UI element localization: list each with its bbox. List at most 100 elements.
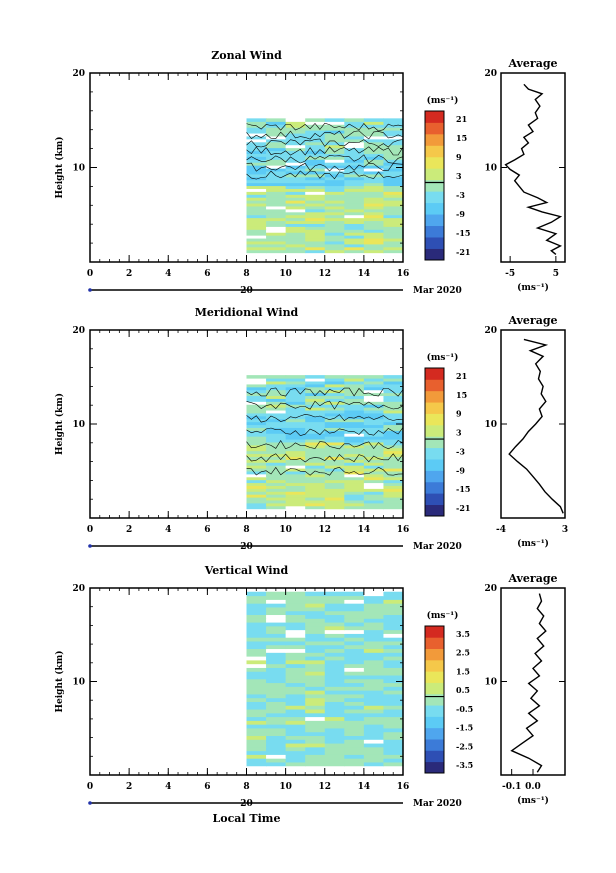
heatmap-cell xyxy=(324,671,345,676)
heatmap-cell xyxy=(246,421,267,426)
average-title: Average xyxy=(507,572,557,585)
heatmap-cell xyxy=(246,430,267,434)
heatmap-cell xyxy=(285,652,306,657)
heatmap-cell xyxy=(246,412,267,417)
heatmap-cell xyxy=(285,610,306,616)
heatmap-cell xyxy=(383,595,404,600)
heatmap-cell xyxy=(324,249,345,254)
heatmap-cell xyxy=(363,465,385,469)
heatmap-cell xyxy=(285,735,306,740)
heatmap-cell xyxy=(246,479,267,484)
heatmap-cell xyxy=(344,470,365,475)
colorbar-tick-label: 3.5 xyxy=(456,629,470,639)
heatmap-cell xyxy=(383,453,404,457)
heatmap-cell xyxy=(305,436,326,440)
heatmap-cell xyxy=(324,473,345,478)
heatmap-cell xyxy=(383,191,404,195)
panel-zonal-wind: Zonal Wind 0 2 4 6 8 10 12 14 16 20 10 Height (km) 20… xyxy=(54,49,566,296)
y-tick-label: 20 xyxy=(72,584,85,594)
heatmap-cell xyxy=(363,401,385,405)
colorbar-swatch xyxy=(425,739,444,751)
heatmap-cell xyxy=(383,226,404,230)
heatmap-cell xyxy=(324,496,345,501)
heatmap-cell xyxy=(383,496,404,501)
contour-line xyxy=(246,162,404,172)
heatmap-cell xyxy=(344,409,365,414)
heatmap-cell xyxy=(344,229,365,233)
heatmap-cell xyxy=(305,625,326,631)
heatmap-cell xyxy=(285,208,306,213)
heatmap-cell xyxy=(344,494,365,498)
heatmap-cell xyxy=(324,185,345,189)
heatmap-cell xyxy=(266,389,287,394)
heatmap-cell xyxy=(246,595,267,600)
heatmap-cell xyxy=(305,214,326,219)
heatmap-cell xyxy=(266,415,287,420)
heatmap-cell xyxy=(344,761,365,767)
heatmap-cell xyxy=(305,438,326,443)
panel-title: Vertical Wind xyxy=(204,564,289,577)
heatmap-cell xyxy=(305,606,326,612)
heatmap-cell xyxy=(266,754,287,759)
heatmap-cell xyxy=(324,618,345,623)
heatmap-cell xyxy=(363,494,385,498)
heatmap-cell xyxy=(383,739,404,744)
average-title: Average xyxy=(507,57,557,70)
heatmap-cell xyxy=(363,200,385,204)
heatmap-cell xyxy=(305,708,326,714)
heatmap-cell xyxy=(305,491,326,495)
heatmap-cell xyxy=(383,499,404,504)
colorbar-tick-label: 15 xyxy=(456,133,467,143)
heatmap-cell xyxy=(305,229,326,233)
heatmap-cell xyxy=(383,621,404,627)
heatmap-cell xyxy=(305,378,326,382)
heatmap-cell xyxy=(305,182,326,187)
heatmap-cell xyxy=(344,144,365,149)
heatmap-cell xyxy=(266,165,287,169)
heatmap-cell xyxy=(285,674,306,680)
heatmap-cell xyxy=(305,667,326,672)
heatmap-cell xyxy=(305,488,326,492)
heatmap-cell xyxy=(363,383,385,388)
heatmap-cell xyxy=(344,202,365,207)
heatmap-cell xyxy=(246,693,267,699)
heatmap-cell xyxy=(305,693,326,699)
heatmap-cell xyxy=(246,401,267,405)
heatmap-cell xyxy=(344,485,365,489)
heatmap-cell xyxy=(324,693,345,699)
heatmap-cell xyxy=(266,194,287,198)
heatmap-cell xyxy=(266,141,287,146)
heatmap-cell xyxy=(383,502,404,507)
heatmap-cell xyxy=(285,750,306,755)
heatmap-cell xyxy=(246,701,267,706)
heatmap-cell xyxy=(266,398,287,402)
heatmap-cell xyxy=(324,214,345,219)
heatmap-cell xyxy=(285,678,306,684)
heatmap-cell xyxy=(246,415,267,420)
heatmap-cell xyxy=(363,731,385,737)
heatmap-cell xyxy=(344,182,365,187)
heatmap-cell xyxy=(344,640,365,646)
heatmap-cell xyxy=(383,235,404,239)
colorbar-swatch xyxy=(425,145,444,158)
heatmap-cell xyxy=(285,132,306,137)
heatmap-cell xyxy=(246,433,267,437)
heatmap-cell xyxy=(324,211,345,216)
heatmap-cell xyxy=(305,407,326,411)
heatmap-cell xyxy=(324,652,345,657)
heatmap-cell xyxy=(305,141,326,146)
heatmap-cell xyxy=(344,200,365,204)
heatmap-cell xyxy=(363,459,385,463)
heatmap-cell xyxy=(344,720,365,725)
heatmap-cell xyxy=(344,591,365,597)
colorbar-swatch xyxy=(425,671,444,683)
heatmap-cell xyxy=(305,415,326,420)
heatmap-cell xyxy=(246,240,267,245)
heatmap-cell xyxy=(305,459,326,463)
heatmap-cell xyxy=(266,424,287,428)
heatmap-cell xyxy=(305,754,326,759)
heatmap-cell xyxy=(363,739,385,744)
heatmap-cell xyxy=(285,754,306,759)
heatmap-cell xyxy=(363,754,385,759)
heatmap-cell xyxy=(285,621,306,627)
